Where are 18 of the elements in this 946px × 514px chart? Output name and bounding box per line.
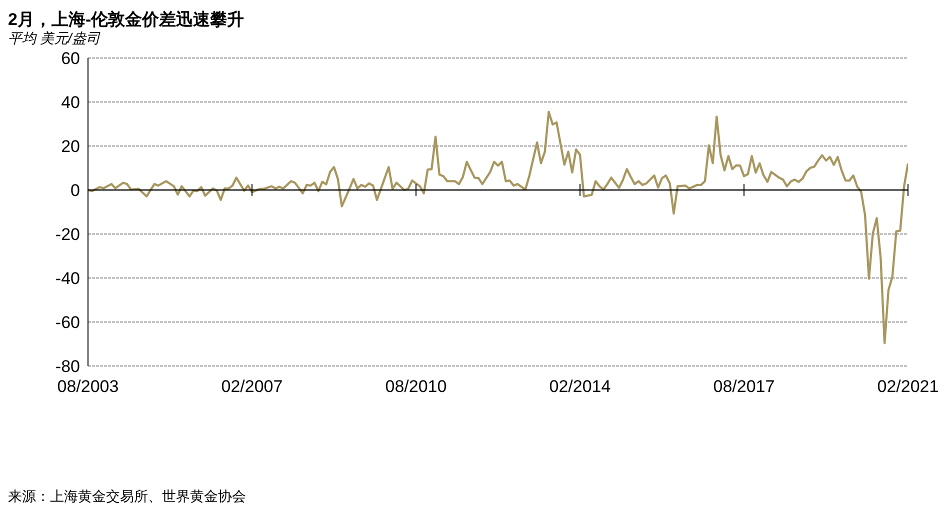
line-series [88,110,908,344]
source-note: 来源：上海黄金交易所、世界黄金协会 [8,488,246,506]
x-tick-label: 08/2003 [57,377,119,396]
x-tick-label: 08/2010 [385,377,447,396]
y-tick-label: -60 [55,313,80,332]
y-tick-label: 40 [61,93,80,112]
x-tick-label: 02/2021 [877,377,939,396]
x-tick-label: 02/2014 [549,377,611,396]
y-tick-label: 0 [70,181,80,200]
y-tick-label: 60 [61,49,80,68]
y-tick-label: -40 [55,269,80,288]
y-tick-label: -80 [55,357,80,376]
x-tick-label: 02/2007 [221,377,283,396]
y-tick-label: 20 [61,137,80,156]
chart-title: 2月，上海-伦敦金价差迅速攀升 [8,9,244,31]
chart-subtitle: 平均 美元/盎司 [8,30,100,48]
y-tick-label: -20 [55,225,80,244]
x-tick-label: 08/2017 [713,377,775,396]
